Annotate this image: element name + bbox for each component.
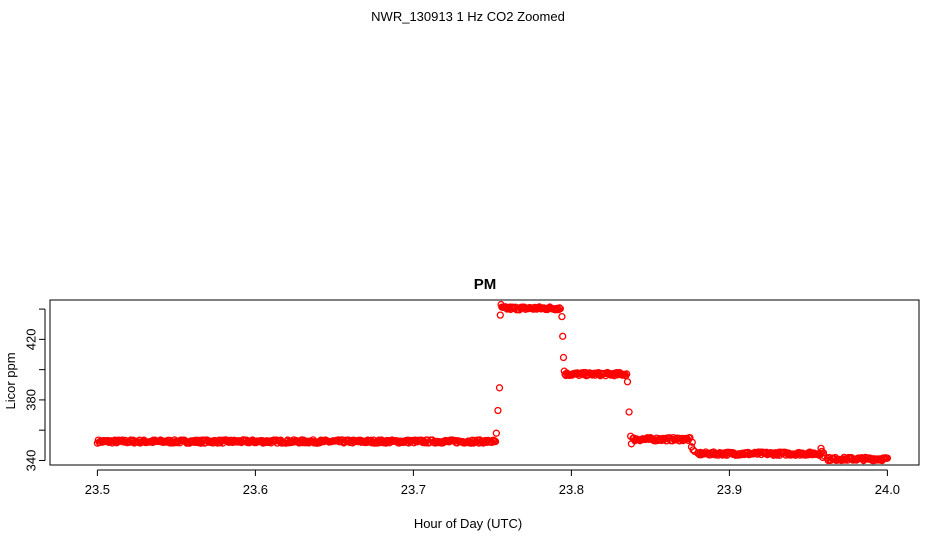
x-axis: 23.5 23.6 23.7 23.8 23.9 24.0 [85, 469, 900, 497]
y-tick-label: 420 [23, 329, 38, 351]
data-point [558, 312, 566, 321]
data-point [497, 300, 505, 309]
data-point [690, 447, 699, 456]
data-point [818, 453, 827, 462]
data-point [492, 429, 501, 437]
x-tick-label: 23.6 [243, 482, 268, 497]
data-point [556, 304, 564, 313]
x-tick-label: 23.9 [717, 482, 742, 497]
data-point [819, 449, 828, 457]
data-point [494, 406, 502, 415]
data-point [627, 432, 635, 440]
chart-title: PM [474, 276, 497, 293]
plot-frame [49, 299, 920, 466]
data-points [93, 300, 892, 465]
data-point [491, 437, 500, 446]
data-point [495, 384, 504, 392]
data-point [623, 378, 632, 386]
x-axis-label: Hour of Day (UTC) [414, 516, 522, 531]
x-tick-label: 24.0 [875, 482, 900, 497]
data-point [623, 370, 631, 378]
y-tick-label: 380 [23, 389, 38, 411]
y-axis-label: Licor ppm [3, 352, 18, 409]
data-point [496, 311, 504, 319]
y-tick-label: 340 [23, 450, 38, 472]
data-point [560, 367, 568, 375]
y-axis: 340 380 420 [23, 308, 46, 472]
data-point [883, 454, 892, 462]
x-tick-label: 23.7 [401, 482, 426, 497]
data-point [559, 353, 568, 362]
data-point [625, 408, 633, 416]
page-title: NWR_130913 1 Hz CO2 Zoomed [371, 9, 565, 24]
data-point [627, 440, 636, 448]
x-tick-label: 23.8 [559, 482, 584, 497]
data-point [689, 446, 697, 454]
data-point [555, 304, 564, 312]
data-point [559, 332, 567, 340]
data-point [820, 452, 828, 460]
x-tick-label: 23.5 [85, 482, 110, 497]
data-point [688, 438, 696, 446]
